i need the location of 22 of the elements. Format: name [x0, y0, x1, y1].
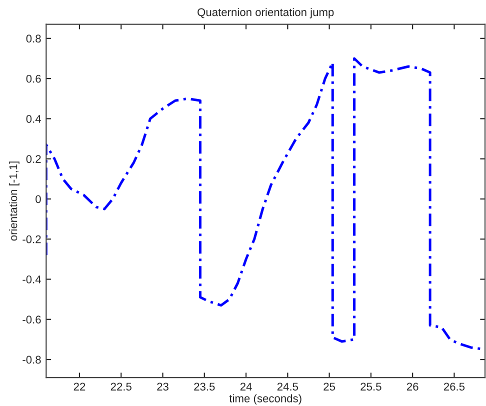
x-tick-label: 24 — [240, 382, 252, 390]
y-tick-label: -0.8 — [22, 356, 41, 364]
y-axis-title: orientation [-1,1] — [9, 162, 20, 241]
x-tick-label: 23.5 — [194, 382, 215, 391]
y-tick-label: -0.4 — [22, 276, 41, 284]
y-tick-label: 0 — [36, 195, 41, 204]
y-tick-label: -0.2 — [22, 235, 41, 244]
x-axis-title: time (seconds) — [229, 394, 302, 405]
y-tick-label: -0.6 — [22, 316, 41, 324]
x-tick-label: 24.5 — [277, 382, 298, 391]
x-tick-label: 23 — [157, 382, 168, 391]
x-tick-label: 22.5 — [110, 382, 132, 391]
x-tick-label: 22 — [74, 382, 86, 390]
chart-title: Quaternion orientation jump — [198, 8, 334, 18]
y-tick-label: 0.2 — [26, 155, 41, 163]
x-tick-label: 25.5 — [360, 382, 382, 391]
y-tick-label: 0.8 — [26, 34, 41, 43]
x-tick-label: 26.5 — [444, 382, 465, 391]
x-tick-label: 26 — [406, 382, 418, 391]
x-tick-label: 25 — [324, 382, 336, 391]
y-tick-label: 0.4 — [26, 114, 41, 123]
y-tick-label: 0.6 — [26, 74, 41, 83]
